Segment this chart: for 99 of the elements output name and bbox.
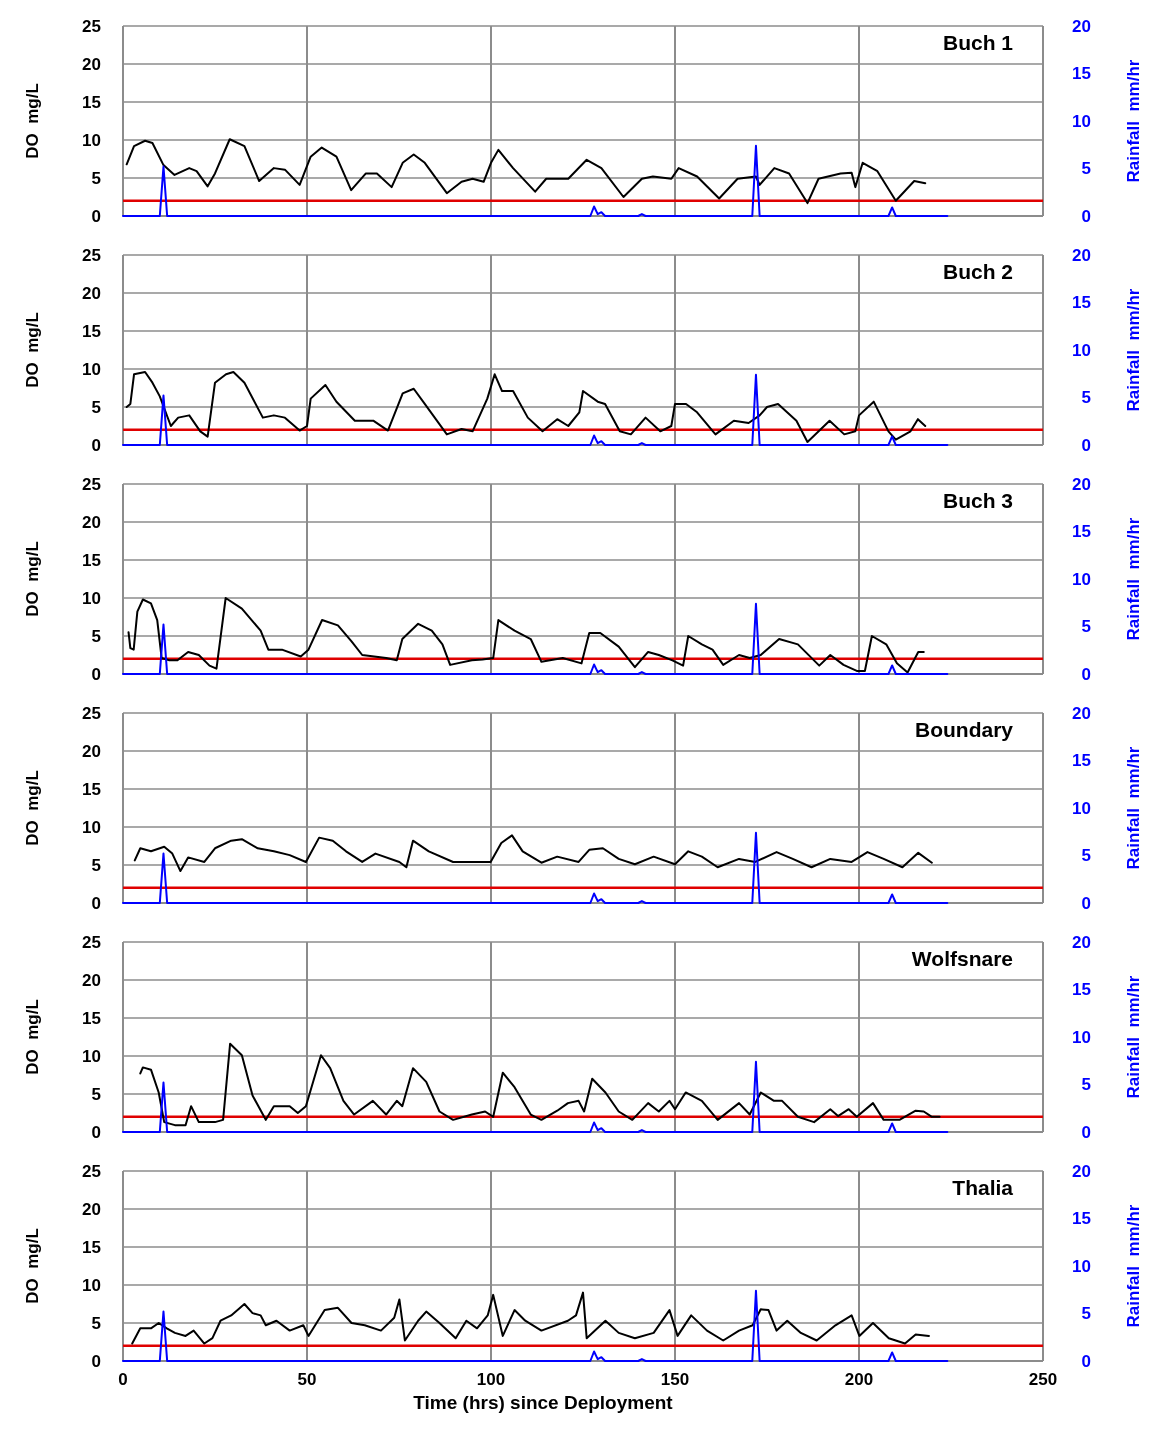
y-tick-label: 25: [82, 474, 101, 494]
y-tick-label: 15: [82, 1008, 101, 1028]
y2-tick-label: 20: [1072, 1161, 1091, 1181]
y2-tick-label: 15: [1072, 293, 1091, 313]
y2-tick-label: 10: [1072, 1027, 1091, 1047]
y-tick-label: 20: [82, 54, 101, 74]
y2-tick-label: 20: [1072, 245, 1091, 265]
y-tick-label: 25: [82, 16, 101, 36]
y2-tick-label: 5: [1081, 617, 1091, 637]
x-tick-label: 150: [660, 1370, 690, 1389]
y-tick-label: 5: [91, 855, 101, 875]
y2-tick-label: 20: [1072, 703, 1091, 723]
y-tick-label: 5: [91, 626, 101, 646]
y-tick-label: 10: [82, 130, 101, 150]
y-tick-label: 25: [82, 932, 101, 952]
y2-tick-label: 20: [1072, 16, 1091, 36]
y-tick-label: 0: [91, 893, 101, 913]
y2-tick-label: 15: [1072, 751, 1091, 771]
y-tick-label: 15: [82, 321, 101, 341]
line-series: [122, 1060, 949, 1133]
y-axis-title: DO mg/L: [23, 999, 42, 1075]
y2-tick-label: 10: [1072, 340, 1091, 360]
line-series: [122, 831, 949, 904]
y2-tick-label: 0: [1081, 893, 1091, 913]
chart-title: Thalia: [952, 1176, 1014, 1199]
line-series: [125, 138, 927, 205]
y-tick-label: 0: [91, 1122, 101, 1142]
y2-axis-title: Rainfall mm/hr: [1124, 975, 1143, 1099]
line-series: [133, 834, 933, 873]
y-axis-title: DO mg/L: [23, 770, 42, 846]
x-tick-label: 200: [844, 1370, 874, 1389]
chart-title: Boundary: [914, 718, 1014, 741]
x-tick-label: 50: [297, 1370, 317, 1389]
y-tick-label: 20: [82, 1199, 101, 1219]
y2-tick-label: 0: [1081, 206, 1091, 226]
y2-tick-label: 15: [1072, 1209, 1091, 1229]
y-tick-label: 20: [82, 283, 101, 303]
y2-tick-label: 10: [1072, 111, 1091, 131]
y2-tick-label: 5: [1081, 159, 1091, 179]
y2-tick-label: 5: [1081, 846, 1091, 866]
x-tick-label: 0: [118, 1370, 128, 1389]
line-series: [131, 1291, 930, 1345]
y2-tick-label: 0: [1081, 1122, 1091, 1142]
y-tick-label: 10: [82, 817, 101, 837]
y-tick-label: 5: [91, 1313, 101, 1333]
y2-tick-label: 10: [1072, 1256, 1091, 1276]
y-tick-label: 15: [82, 779, 101, 799]
y2-tick-label: 15: [1072, 980, 1091, 1000]
y2-axis-title: Rainfall mm/hr: [1124, 1204, 1143, 1328]
y-tick-label: 25: [82, 1161, 101, 1181]
y-tick-label: 25: [82, 703, 101, 723]
y-tick-label: 20: [82, 741, 101, 761]
y2-axis-title: Rainfall mm/hr: [1124, 288, 1143, 412]
y-tick-label: 25: [82, 245, 101, 265]
y-tick-label: 10: [82, 1046, 101, 1066]
y-axis-title: DO mg/L: [23, 312, 42, 388]
y-tick-label: 0: [91, 206, 101, 226]
y-tick-label: 5: [91, 168, 101, 188]
line-series: [139, 1042, 941, 1127]
x-tick-label: 100: [476, 1370, 506, 1389]
y2-tick-label: 10: [1072, 569, 1091, 589]
y-tick-label: 0: [91, 435, 101, 455]
y-tick-label: 0: [91, 1351, 101, 1371]
y-tick-label: 20: [82, 970, 101, 990]
y2-tick-label: 15: [1072, 522, 1091, 542]
y2-tick-label: 0: [1081, 435, 1091, 455]
y2-tick-label: 0: [1081, 664, 1091, 684]
y-tick-label: 10: [82, 359, 101, 379]
line-series: [122, 1289, 949, 1362]
y2-tick-label: 5: [1081, 1075, 1091, 1095]
y-tick-label: 15: [82, 1237, 101, 1257]
y2-tick-label: 10: [1072, 798, 1091, 818]
chart-title: Buch 2: [942, 260, 1013, 283]
x-axis-title: Time (hrs) since Deployment: [413, 1392, 674, 1413]
chart-title: Buch 1: [942, 31, 1014, 54]
y-tick-label: 10: [82, 1275, 101, 1295]
y-tick-label: 5: [91, 397, 101, 417]
y-tick-label: 15: [82, 92, 101, 112]
y-tick-label: 5: [91, 1084, 101, 1104]
chart-title: Wolfsnare: [911, 947, 1013, 970]
y2-tick-label: 20: [1072, 932, 1091, 952]
y2-tick-label: 20: [1072, 474, 1091, 494]
y2-axis-title: Rainfall mm/hr: [1124, 746, 1143, 870]
y2-tick-label: 5: [1081, 1304, 1091, 1324]
y2-tick-label: 5: [1081, 388, 1091, 408]
y-axis-title: DO mg/L: [23, 1228, 42, 1304]
y2-tick-label: 0: [1081, 1351, 1091, 1371]
y-tick-label: 20: [82, 512, 101, 532]
y2-axis-title: Rainfall mm/hr: [1124, 59, 1143, 183]
y2-axis-title: Rainfall mm/hr: [1124, 517, 1143, 641]
y-axis-title: DO mg/L: [23, 541, 42, 617]
y-tick-label: 15: [82, 550, 101, 570]
y-tick-label: 0: [91, 664, 101, 684]
chart-title: Buch 3: [942, 489, 1013, 512]
y-tick-label: 10: [82, 588, 101, 608]
x-tick-label: 250: [1028, 1370, 1058, 1389]
y-axis-title: DO mg/L: [23, 83, 42, 159]
y2-tick-label: 15: [1072, 64, 1091, 84]
line-series: [122, 144, 949, 217]
